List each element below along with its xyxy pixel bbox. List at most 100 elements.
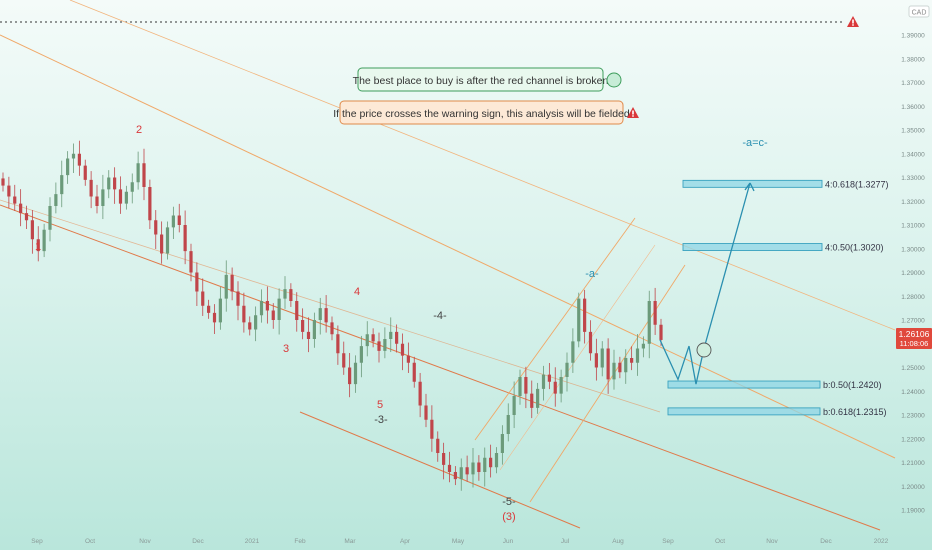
projection-path [659,182,755,385]
candle-body [207,305,211,313]
candle-body [101,189,105,206]
candle-body [107,177,111,190]
candle-body [594,353,598,368]
y-tick-label: 1.21000 [901,460,925,467]
candle-body [89,179,93,197]
candle-body [136,163,140,183]
wave-label: -a- [585,268,599,280]
candle-body [295,301,299,320]
x-tick-label: Sep [31,538,43,545]
candle-body [547,374,551,382]
channel-bottom-line [299,411,581,529]
candle-body [248,322,252,330]
buy-note[interactable]: The best place to buy is after the red c… [353,67,609,92]
candle-body [83,165,87,180]
x-tick-label: Nov [139,538,151,545]
candle-body [189,251,193,273]
candle-body [553,381,557,394]
buy-note-text: The best place to buy is after the red c… [353,75,609,87]
candle-body [618,362,622,373]
candle-body [71,153,76,159]
candle-body [530,393,534,408]
candle-body [254,315,258,330]
y-tick-label: 1.20000 [901,484,925,491]
candle-body [453,472,457,480]
y-tick-label: 1.31000 [901,223,925,230]
target-zone-box [667,380,821,389]
y-tick-label: 1.32000 [901,199,925,206]
countdown-value: 11:08:06 [900,339,929,348]
x-tick-label: Sep [662,538,674,545]
candle-body [512,396,516,415]
y-axis: 1.19000 1.20000 1.21000 1.22000 1.23000 1.240… [901,33,925,515]
candle-body [583,298,587,332]
candle-body [436,438,440,453]
candle-body [489,457,493,468]
wave-label: -5- [502,496,516,508]
x-tick-label: 2021 [245,538,260,545]
candle-body [30,220,34,240]
y-tick-label: 1.29000 [901,270,925,277]
candle-body [483,457,487,472]
candle-body [330,322,334,335]
candle-body [365,334,369,347]
warning-icon [847,16,859,27]
y-tick-label: 1.23000 [901,413,925,420]
target-zone-box [667,407,821,416]
candle-body [630,358,634,363]
warning-note-icon [627,107,639,118]
current-price-value: 1.26106 [899,329,930,339]
wave-label: 5 [377,399,383,411]
x-tick-label: Dec [192,538,204,545]
candle-body [95,196,99,206]
candle-body [442,453,446,465]
candle-body [383,339,387,351]
target-zone-label: 4:0.50(1.3020) [825,243,884,253]
x-tick-label: Mar [344,538,356,545]
candle-body [312,320,316,339]
candle-body [465,467,469,475]
candle-body [201,291,205,306]
candle-body [353,362,358,385]
y-tick-label: 1.30000 [901,246,925,253]
x-tick-label: 2022 [874,538,889,545]
candle-body [600,348,604,368]
y-tick-label: 1.24000 [901,389,925,396]
candle-body [571,341,575,363]
candle-body [183,225,187,252]
y-tick-label: 1.27000 [901,318,925,325]
x-tick-label: Feb [294,538,306,545]
candle-body [424,405,428,420]
rise-channel-upper [474,217,636,441]
x-tick-label: Oct [85,538,95,545]
candle-body [430,419,434,439]
candle-body [377,341,381,351]
candle-body [653,301,657,325]
candle-body [494,453,499,468]
candle-body [635,348,640,363]
x-tick-label: Oct [715,538,725,545]
candle-body [236,291,240,306]
warning-note[interactable]: If the price crosses the warning sign, t… [333,100,630,125]
projection-arrowhead [744,182,755,192]
candle-body [395,331,399,344]
x-tick-label: Jun [503,538,514,545]
rise-channel-mid [499,244,656,471]
candle-body [1,178,5,186]
x-axis: Sep Oct Nov Dec 2021 Feb Mar Apr May Jun Jul Aug Sep… [31,538,888,545]
candle-body [259,301,264,316]
candle-body [242,305,246,323]
candle-body [612,362,616,380]
candle-body [171,215,175,228]
channel-lower-line [0,204,881,531]
channel-top-outer-line [69,0,896,331]
y-tick-label: 1.37000 [901,80,925,87]
y-tick-label: 1.35000 [901,128,925,135]
candle-body [541,374,546,389]
current-price-badge: 1.26106 11:08:06 [896,328,932,349]
wave-label: -a=c- [742,137,768,149]
buy-note-circle-icon [606,72,622,88]
candle-body [289,289,293,301]
